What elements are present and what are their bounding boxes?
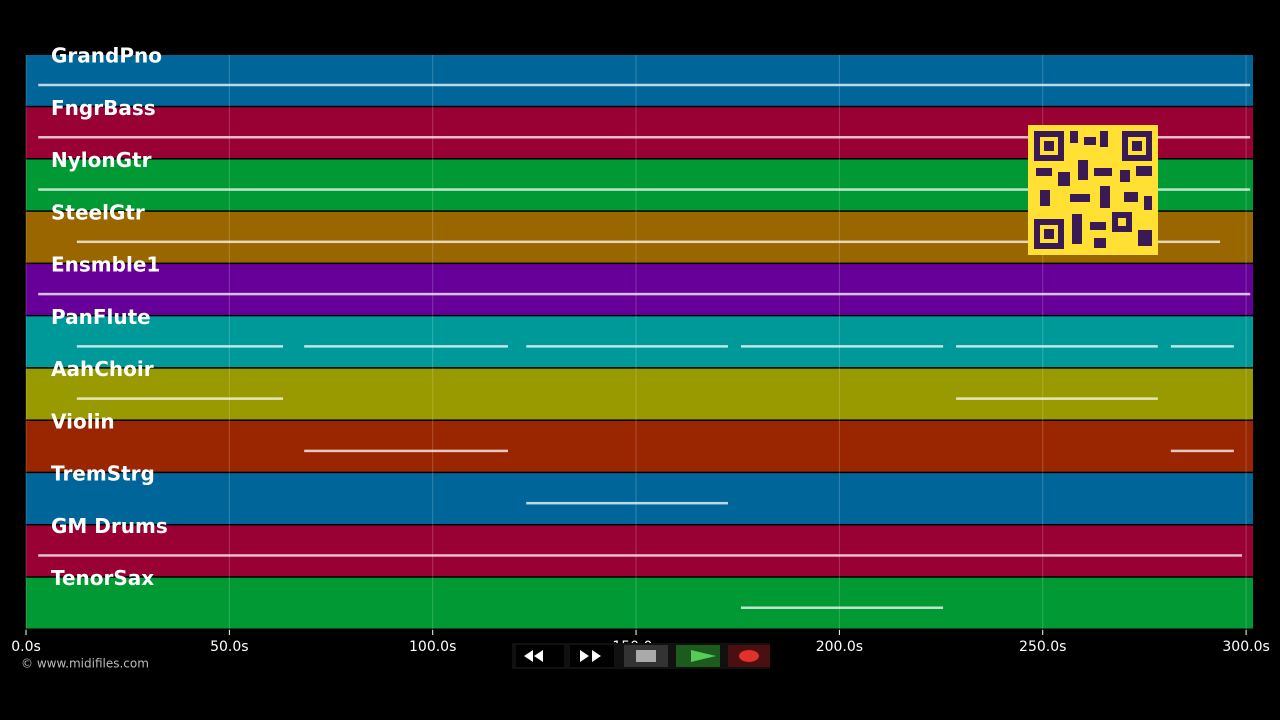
fast-forward-button[interactable] bbox=[570, 645, 614, 667]
track-name: Violin bbox=[51, 409, 115, 433]
stop-button[interactable] bbox=[624, 645, 668, 667]
track-lane bbox=[26, 55, 1253, 106]
note-span bbox=[38, 136, 1251, 139]
track-lane bbox=[26, 420, 1253, 472]
note-span bbox=[1170, 449, 1234, 453]
record-button[interactable] bbox=[728, 645, 770, 667]
x-tick-label: 250.0s bbox=[1019, 639, 1066, 655]
note-span bbox=[76, 345, 284, 348]
track-lane bbox=[26, 264, 1253, 315]
track-lane bbox=[26, 525, 1253, 577]
toolbar bbox=[512, 643, 770, 669]
note-span bbox=[740, 345, 944, 348]
x-tick-label: 200.0s bbox=[816, 639, 863, 655]
note-span bbox=[76, 240, 1221, 244]
track-lane bbox=[26, 473, 1253, 524]
copyright: © www.midifiles.com bbox=[21, 657, 149, 671]
track-name: TenorSax bbox=[51, 566, 154, 590]
note-span bbox=[956, 345, 1158, 348]
x-tick-label: 300.0s bbox=[1222, 639, 1269, 655]
track-name: NylonGtr bbox=[51, 148, 152, 172]
x-tick-label: 50.0s bbox=[210, 639, 248, 655]
track-name: TremStrg bbox=[51, 462, 155, 486]
track-name: AahChoir bbox=[51, 357, 154, 381]
note-span bbox=[38, 292, 1251, 296]
note-span bbox=[956, 397, 1158, 400]
track-lane bbox=[26, 577, 1253, 629]
note-span bbox=[38, 83, 1251, 87]
note-span bbox=[304, 345, 508, 348]
note-span bbox=[740, 606, 944, 609]
qr-code bbox=[1028, 125, 1158, 255]
note-span bbox=[304, 449, 508, 453]
note-span bbox=[76, 397, 284, 400]
track-lane bbox=[26, 316, 1253, 368]
note-span bbox=[526, 345, 728, 348]
x-tick-label: 100.0s bbox=[409, 639, 456, 655]
track-name: GM Drums bbox=[51, 514, 168, 538]
x-tick-label: 0.0s bbox=[11, 639, 41, 655]
note-span bbox=[38, 554, 1243, 557]
track-lane bbox=[26, 368, 1253, 420]
track-name: SteelGtr bbox=[51, 200, 145, 224]
track-name: FngrBass bbox=[51, 96, 156, 120]
track-name: GrandPno bbox=[51, 44, 162, 68]
note-span bbox=[526, 501, 728, 505]
note-span bbox=[38, 188, 1251, 191]
track-name: Ensmble1 bbox=[51, 253, 160, 277]
play-button[interactable] bbox=[676, 645, 720, 667]
rewind-button[interactable] bbox=[516, 645, 564, 667]
track-name: PanFlute bbox=[51, 305, 151, 329]
note-span bbox=[1170, 345, 1234, 348]
